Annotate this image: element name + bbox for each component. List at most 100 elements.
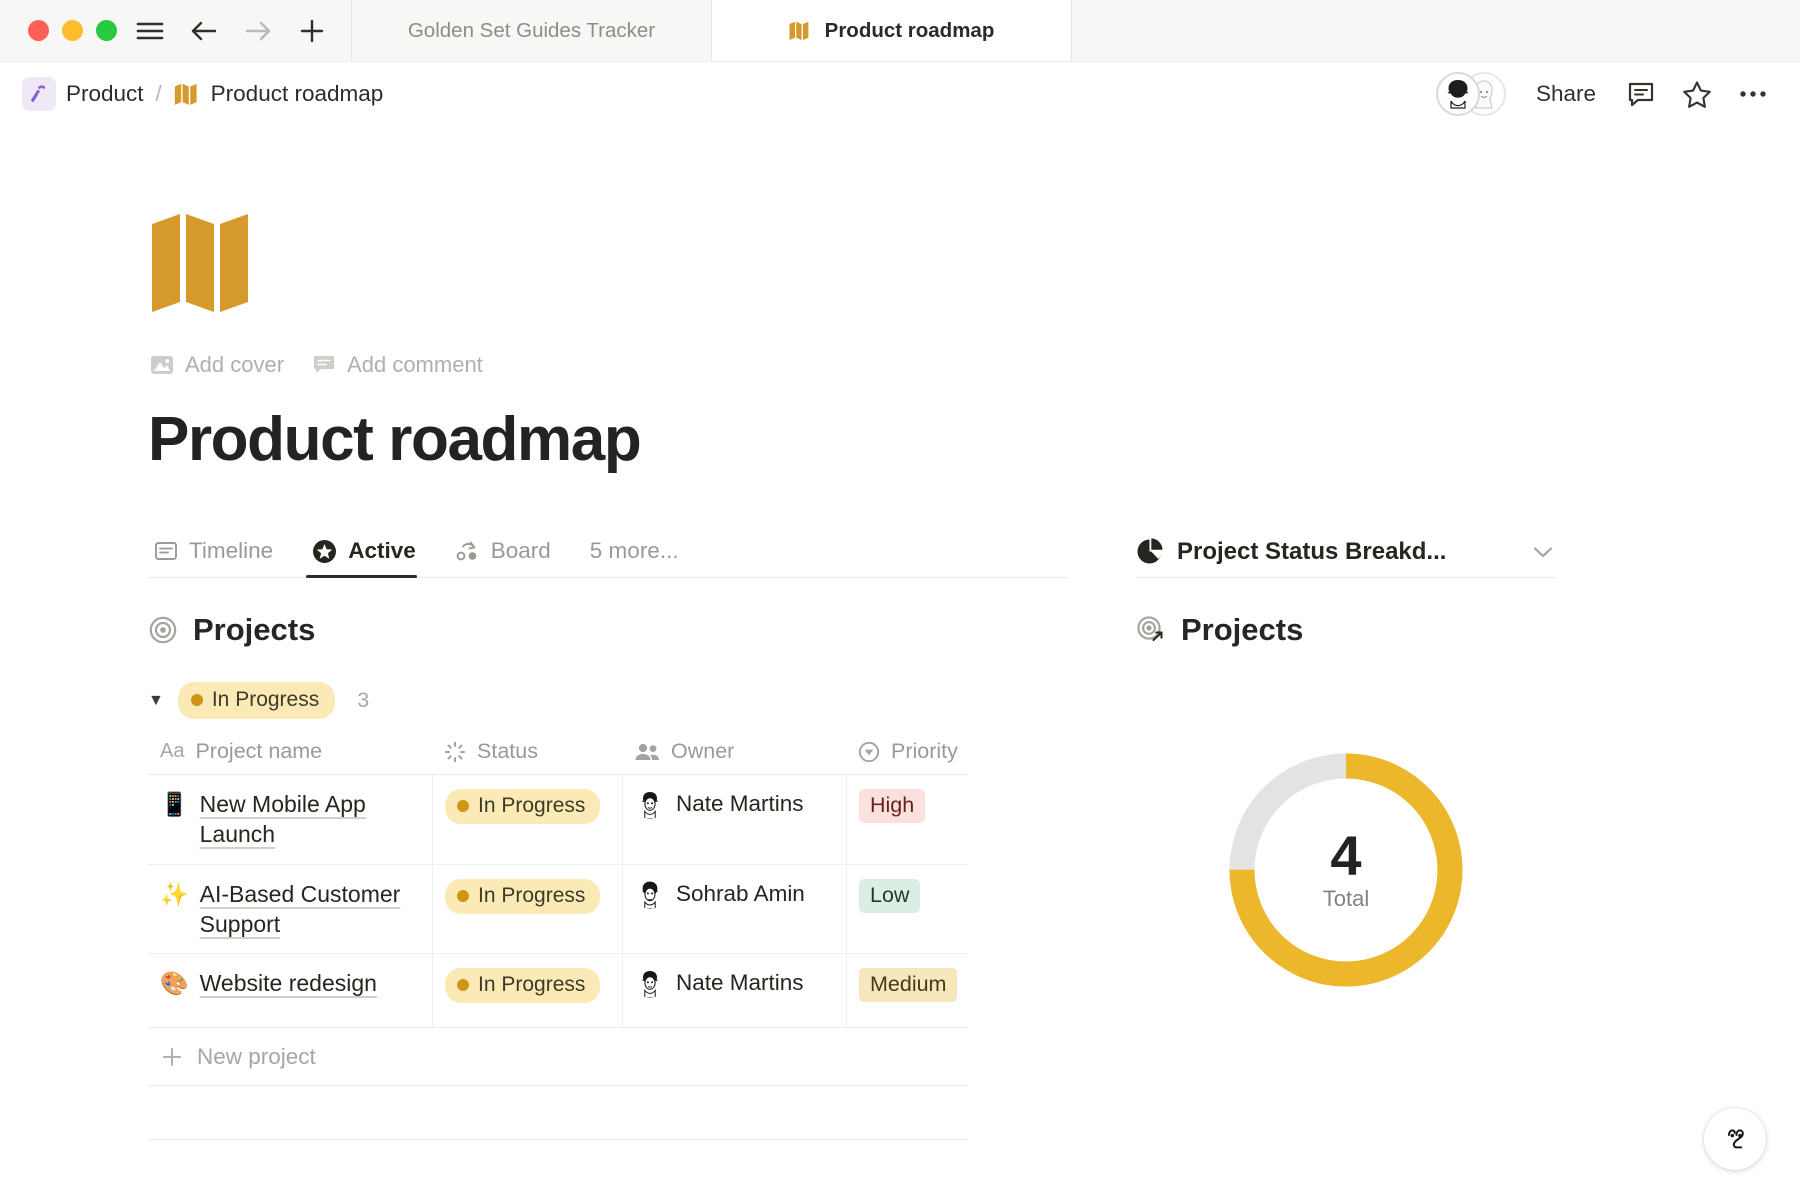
tab-active[interactable]: Active (306, 538, 433, 578)
donut-center-label: 4 Total (1224, 748, 1468, 992)
new-tab-plus-icon[interactable] (295, 14, 329, 48)
comment-icon[interactable] (1624, 77, 1658, 111)
column-header-owner[interactable]: Owner (622, 739, 846, 764)
priority-badge: High (859, 789, 926, 823)
table-row[interactable]: 📱 New Mobile App Launch In Progress (148, 775, 968, 865)
projects-table: Aa Project name Status Owner (148, 729, 968, 1141)
share-button[interactable]: Share (1535, 81, 1596, 106)
people-icon (634, 742, 660, 762)
avatar (635, 789, 665, 819)
left-column: Timeline Active Board 5 more... (148, 526, 1068, 1141)
collapse-caret-icon[interactable]: ▼ (148, 691, 164, 709)
notion-ai-face-icon (1718, 1122, 1752, 1156)
breadcrumb-item-page[interactable]: Product roadmap (174, 81, 383, 107)
sparkles-icon: ✨ (160, 880, 189, 907)
project-name-link[interactable]: Website redesign (199, 970, 377, 997)
back-arrow-icon[interactable] (187, 14, 221, 48)
hamburger-menu-icon[interactable] (133, 14, 167, 48)
timeline-icon (154, 540, 178, 562)
close-window-button[interactable] (28, 20, 49, 41)
more-options-icon[interactable] (1736, 77, 1770, 111)
tab-board[interactable]: Board (449, 538, 568, 577)
status-label: In Progress (478, 794, 586, 817)
notion-ai-button[interactable] (1704, 1108, 1766, 1170)
table-row[interactable]: 🎨 Website redesign In Progress (148, 954, 968, 1029)
window-controls (0, 0, 133, 61)
add-comment-button[interactable]: Add comment (312, 352, 483, 378)
cell-priority[interactable]: High (846, 775, 968, 864)
chart-panel-header[interactable]: Project Status Breakd... (1136, 526, 1556, 578)
column-label: Owner (671, 739, 735, 763)
column-header-project-name[interactable]: Aa Project name (148, 739, 432, 764)
new-project-row[interactable]: New project (148, 1028, 968, 1087)
star-icon[interactable] (1680, 77, 1714, 111)
column-header-status[interactable]: Status (432, 739, 622, 764)
tab-more-views[interactable]: 5 more... (584, 538, 696, 577)
status-dot-icon (457, 800, 469, 812)
maximize-window-button[interactable] (96, 20, 117, 41)
owner-name: Nate Martins (676, 970, 804, 996)
chevron-down-icon[interactable] (1530, 543, 1556, 561)
project-name-link[interactable]: AI-Based Customer Support (199, 880, 401, 938)
comment-icon (312, 354, 336, 376)
donut-svg (1229, 753, 1463, 987)
cell-status[interactable]: In Progress (432, 775, 622, 864)
breadcrumb: Product / Product roadmap (22, 77, 383, 111)
cell-project-name[interactable]: 🎨 Website redesign (148, 954, 432, 1027)
cell-project-name[interactable]: ✨ AI-Based Customer Support (148, 865, 432, 954)
new-project-label: New project (197, 1043, 316, 1069)
avatar (635, 878, 665, 909)
collaborator-avatars[interactable] (1435, 72, 1508, 116)
browser-tab-label: Golden Set Guides Tracker (407, 18, 656, 42)
forward-arrow-icon[interactable] (241, 14, 275, 48)
tab-label: Timeline (189, 538, 274, 563)
database-view-tabs: Timeline Active Board 5 more... (148, 526, 1068, 578)
priority-badge: Medium (859, 968, 958, 1003)
column-header-priority[interactable]: Priority (846, 739, 968, 764)
breadcrumb-workspace-label: Product (66, 81, 144, 106)
cell-status[interactable]: In Progress (432, 954, 622, 1028)
minimize-window-button[interactable] (62, 20, 83, 41)
content-columns: Timeline Active Board 5 more... (0, 526, 1800, 1141)
cell-priority[interactable]: Low (846, 864, 968, 954)
right-column: Project Status Breakd... Projects (1136, 526, 1556, 1140)
cell-owner[interactable]: Nate Martins (622, 954, 846, 1028)
page-body: Add cover Add comment Product roadmap Ti… (0, 126, 1800, 1200)
status-label: In Progress (478, 973, 586, 997)
owner-name: Nate Martins (676, 791, 804, 816)
avatar[interactable] (1435, 72, 1480, 116)
cell-owner[interactable]: Nate Martins (622, 775, 846, 864)
browser-tab-golden-set[interactable]: Golden Set Guides Tracker (352, 0, 712, 61)
select-icon (858, 741, 880, 763)
add-cover-label: Add cover (185, 352, 285, 377)
table-row[interactable]: ✨ AI-Based Customer Support In Progress (148, 864, 968, 955)
status-dot-icon (457, 889, 469, 902)
page-map-icon[interactable] (150, 210, 262, 314)
status-label: In Progress (478, 883, 586, 907)
project-name-link[interactable]: New Mobile App Launch (199, 791, 366, 848)
group-status-label: In Progress (211, 688, 320, 711)
cell-owner[interactable]: Sohrab Amin (622, 864, 846, 954)
map-icon (789, 21, 812, 41)
breadcrumb-item-product[interactable]: Product (22, 77, 144, 111)
page-title[interactable]: Product roadmap (148, 405, 642, 474)
table-header-row: Aa Project name Status Owner (148, 729, 968, 775)
cell-priority[interactable]: Medium (846, 954, 968, 1028)
tab-timeline[interactable]: Timeline (148, 538, 290, 577)
text-type-icon: Aa (160, 740, 185, 762)
cell-project-name[interactable]: 📱 New Mobile App Launch (148, 775, 432, 864)
add-cover-button[interactable]: Add cover (150, 352, 284, 378)
status-badge: In Progress (445, 878, 601, 914)
donut-total-value: 4 (1330, 824, 1362, 887)
browser-nav-controls (133, 0, 351, 61)
browser-tab-product-roadmap[interactable]: Product roadmap (712, 0, 1072, 61)
topbar-actions: Share (1435, 72, 1770, 116)
avatar (635, 968, 665, 999)
status-dot-icon (190, 694, 203, 706)
project-status-donut-chart: 4 Total (1136, 748, 1556, 992)
column-label: Project name (195, 739, 323, 763)
plus-icon (160, 1045, 184, 1069)
group-header-in-progress[interactable]: ▼ In Progress 3 (148, 682, 1068, 719)
cell-status[interactable]: In Progress (432, 864, 622, 954)
hammer-icon (22, 77, 56, 111)
